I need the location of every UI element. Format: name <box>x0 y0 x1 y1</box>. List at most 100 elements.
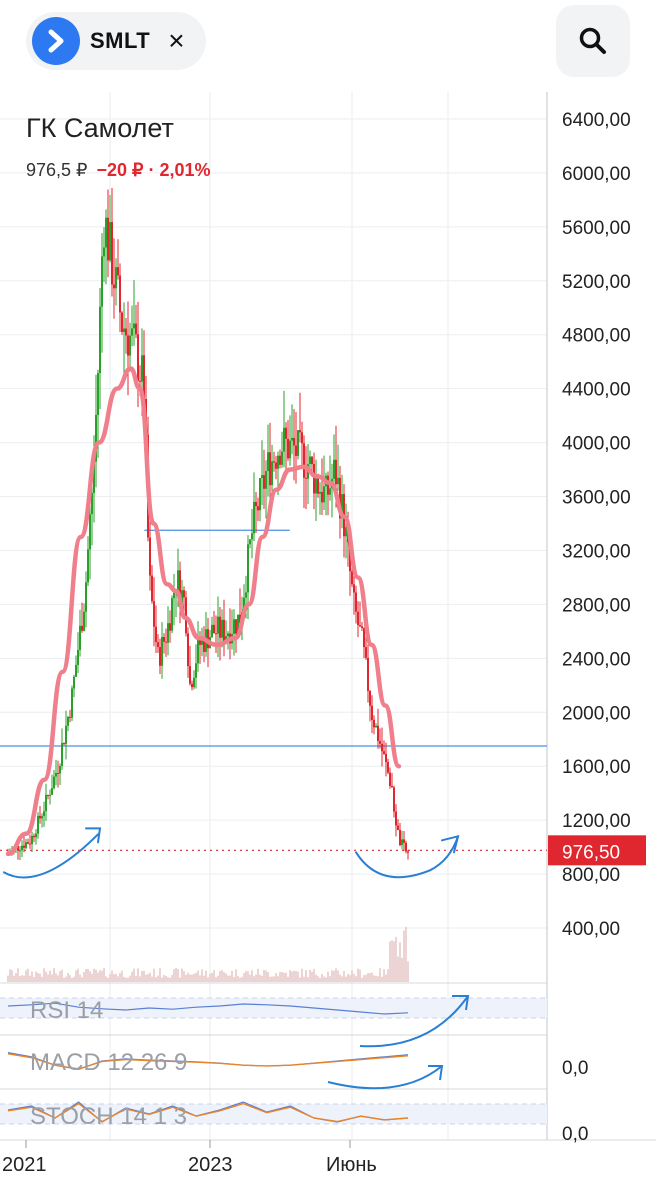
candle-body <box>393 787 395 812</box>
volume-bar <box>239 977 241 982</box>
candle-body <box>353 584 355 593</box>
volume-bar <box>243 973 245 982</box>
volume-bar <box>349 975 351 982</box>
volume-bar <box>13 975 15 982</box>
candle-body <box>407 851 409 853</box>
candle-body <box>273 461 275 463</box>
candle-body <box>249 539 251 545</box>
candle-body <box>257 506 259 511</box>
candle-body <box>329 488 331 495</box>
candle-body <box>183 590 185 598</box>
close-icon[interactable]: × <box>168 25 185 56</box>
volume-bar <box>403 930 405 982</box>
candle-body <box>261 475 263 479</box>
volume-bar <box>291 971 293 982</box>
volume-bar <box>247 971 249 982</box>
volume-bar <box>395 936 397 982</box>
candle-body <box>285 427 287 439</box>
volume-bar <box>137 968 139 982</box>
candle-body <box>73 676 75 689</box>
top-bar: SMLT × <box>0 0 656 86</box>
volume-bar <box>119 972 121 982</box>
volume-bar <box>121 970 123 982</box>
volume-bar <box>59 971 61 982</box>
volume-bar <box>363 975 365 982</box>
y-tick-label: 400,00 <box>562 919 620 940</box>
volume-bar <box>371 972 373 982</box>
candle-body <box>319 491 321 494</box>
volume-bar <box>183 970 185 982</box>
volume-bar <box>365 974 367 982</box>
candle-body <box>269 452 271 486</box>
y-tick-label: 3600,00 <box>562 488 631 509</box>
volume-bar <box>407 961 409 982</box>
volume-bar <box>49 970 51 982</box>
volume-bar <box>7 975 9 982</box>
candle-body <box>197 637 199 664</box>
candle-body <box>83 611 85 631</box>
candle-body <box>193 677 195 688</box>
candle-body <box>381 743 383 752</box>
volume-bar <box>307 977 309 982</box>
volume-bar <box>311 971 313 982</box>
search-button[interactable] <box>556 5 630 77</box>
annotation-arrowhead-macd <box>428 1065 444 1081</box>
volume-bar <box>287 976 289 982</box>
volume-bar <box>67 973 69 982</box>
volume-bar <box>17 968 19 982</box>
volume-bar <box>221 970 223 982</box>
volume-bar <box>275 973 277 982</box>
ticker-chip[interactable]: SMLT × <box>26 12 206 70</box>
candle-body <box>39 815 41 819</box>
candle-body <box>371 705 373 720</box>
candle-body <box>177 570 179 591</box>
volume-bar <box>249 974 251 982</box>
instrument-title: ГК Самолет <box>26 113 174 143</box>
volume-bar <box>337 970 339 982</box>
candle-body <box>31 835 33 845</box>
candle-body <box>367 657 369 691</box>
volume-bar <box>213 970 215 982</box>
volume-bar <box>339 974 341 982</box>
volume-bar <box>99 970 101 982</box>
volume-bar <box>87 969 89 982</box>
candle-body <box>163 637 165 642</box>
annotation-arrowhead-rsi <box>452 995 470 1011</box>
volume-bar <box>359 969 361 982</box>
volume-bar <box>95 969 97 982</box>
volume-bar <box>147 974 149 982</box>
candle-body <box>23 845 25 848</box>
volume-bar <box>383 969 385 982</box>
volume-bar <box>393 941 395 982</box>
candle-body <box>135 323 137 335</box>
candle-body <box>253 501 255 534</box>
volume-bar <box>285 972 287 982</box>
candle-body <box>81 625 83 631</box>
candle-body <box>315 478 317 494</box>
candle-body <box>75 664 77 677</box>
candle-body <box>17 845 19 851</box>
candle-body <box>363 627 365 648</box>
indicator-band <box>0 1104 547 1124</box>
volume-bar <box>101 970 103 982</box>
candle-body <box>403 839 405 843</box>
candle-body <box>199 637 201 645</box>
candle-body <box>117 267 119 276</box>
volume-bar <box>65 976 67 982</box>
volume-bar <box>179 977 181 982</box>
y-tick-label: 5600,00 <box>562 218 631 239</box>
candle-body <box>277 455 279 469</box>
volume-bar <box>269 976 271 982</box>
volume-bar <box>91 973 93 982</box>
volume-bar <box>369 973 371 982</box>
volume-bar <box>79 974 81 982</box>
candle-body <box>45 794 47 812</box>
candle-body <box>259 478 261 511</box>
volume-bar <box>279 972 281 982</box>
candle-body <box>239 614 241 624</box>
volume-bar <box>77 968 79 982</box>
volume-bar <box>251 970 253 982</box>
candle-body <box>179 570 181 606</box>
candle-body <box>125 328 127 336</box>
